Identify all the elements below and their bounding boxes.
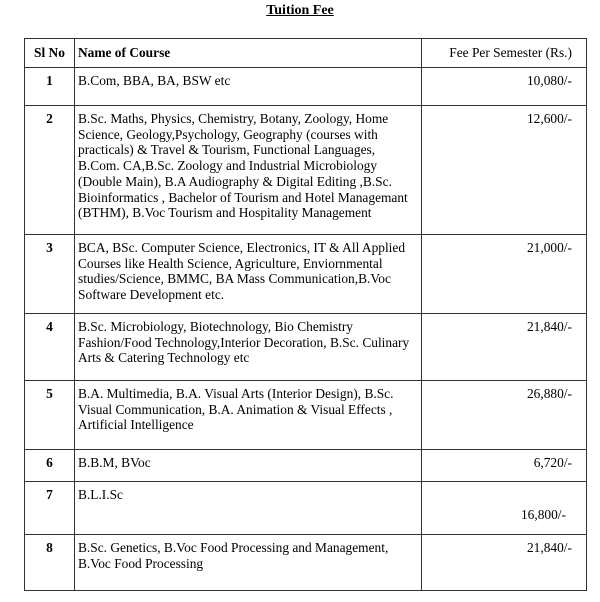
table-row: 4 B.Sc. Microbiology, Biotechnology, Bio…: [24, 313, 587, 381]
table-row: 5 B.A. Multimedia, B.A. Visual Arts (Int…: [24, 380, 587, 450]
course-name: B.Com, BBA, BA, BSW etc: [74, 67, 422, 106]
fee: 21,000/-: [421, 234, 587, 314]
course-name: B.Sc. Genetics, B.Voc Food Processing an…: [74, 534, 422, 591]
fee: 12,600/-: [421, 105, 587, 235]
fee: 10,080/-: [421, 67, 587, 106]
header-fee: Fee Per Semester (Rs.): [421, 38, 587, 68]
table-row: 7 B.L.I.Sc 16,800/-: [24, 481, 587, 535]
page-title: Tuition Fee: [266, 3, 334, 18]
table-row: 3 BCA, BSc. Computer Science, Electronic…: [24, 234, 587, 314]
course-name: B.B.M, BVoc: [74, 449, 422, 482]
sl-no: 2: [24, 105, 75, 235]
fee: 21,840/-: [421, 313, 587, 381]
course-name: B.Sc. Maths, Physics, Chemistry, Botany,…: [74, 105, 422, 235]
course-name: B.Sc. Microbiology, Biotechnology, Bio C…: [74, 313, 422, 381]
table-header-row: Sl No Name of Course Fee Per Semester (R…: [24, 38, 587, 68]
header-course: Name of Course: [74, 38, 422, 68]
fee: 16,800/-: [421, 481, 587, 535]
course-name: BCA, BSc. Computer Science, Electronics,…: [74, 234, 422, 314]
header-sl-no: Sl No: [24, 38, 75, 68]
course-name: B.A. Multimedia, B.A. Visual Arts (Inter…: [74, 380, 422, 450]
course-name: B.L.I.Sc: [74, 481, 422, 535]
fee: 21,840/-: [421, 534, 587, 591]
table-row: 6 B.B.M, BVoc 6,720/-: [24, 449, 587, 482]
sl-no: 6: [24, 449, 75, 482]
sl-no: 4: [24, 313, 75, 381]
table-row: 8 B.Sc. Genetics, B.Voc Food Processing …: [24, 534, 587, 591]
sl-no: 1: [24, 67, 75, 106]
fee: 26,880/-: [421, 380, 587, 450]
table-row: 1 B.Com, BBA, BA, BSW etc 10,080/-: [24, 67, 587, 106]
sl-no: 7: [24, 481, 75, 535]
sl-no: 8: [24, 534, 75, 591]
sl-no: 5: [24, 380, 75, 450]
tuition-fee-table: Sl No Name of Course Fee Per Semester (R…: [24, 38, 587, 591]
sl-no: 3: [24, 234, 75, 314]
fee: 6,720/-: [421, 449, 587, 482]
table-row: 2 B.Sc. Maths, Physics, Chemistry, Botan…: [24, 105, 587, 235]
